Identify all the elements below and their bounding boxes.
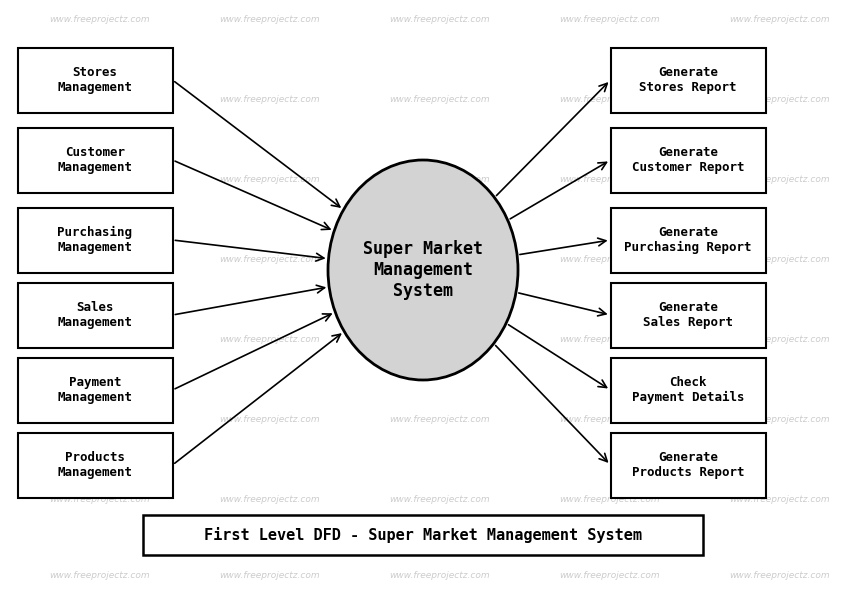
Text: www.freeprojectz.com: www.freeprojectz.com (390, 496, 491, 505)
Text: www.freeprojectz.com: www.freeprojectz.com (50, 496, 151, 505)
Text: www.freeprojectz.com: www.freeprojectz.com (560, 95, 661, 104)
Text: www.freeprojectz.com: www.freeprojectz.com (220, 416, 321, 425)
Text: www.freeprojectz.com: www.freeprojectz.com (50, 176, 151, 184)
FancyBboxPatch shape (18, 47, 173, 113)
Text: Generate
Customer Report: Generate Customer Report (632, 146, 744, 174)
Text: www.freeprojectz.com: www.freeprojectz.com (730, 95, 830, 104)
Text: www.freeprojectz.com: www.freeprojectz.com (560, 570, 661, 579)
Text: www.freeprojectz.com: www.freeprojectz.com (560, 336, 661, 345)
FancyBboxPatch shape (18, 432, 173, 498)
Text: Sales
Management: Sales Management (58, 301, 133, 329)
FancyBboxPatch shape (18, 282, 173, 347)
Text: Stores
Management: Stores Management (58, 66, 133, 94)
Text: Purchasing
Management: Purchasing Management (58, 226, 133, 254)
Text: www.freeprojectz.com: www.freeprojectz.com (390, 570, 491, 579)
Text: www.freeprojectz.com: www.freeprojectz.com (560, 256, 661, 264)
Text: www.freeprojectz.com: www.freeprojectz.com (390, 15, 491, 24)
Text: www.freeprojectz.com: www.freeprojectz.com (50, 95, 151, 104)
Text: www.freeprojectz.com: www.freeprojectz.com (730, 336, 830, 345)
Text: First Level DFD - Super Market Management System: First Level DFD - Super Market Managemen… (204, 527, 642, 543)
Text: www.freeprojectz.com: www.freeprojectz.com (730, 570, 830, 579)
Text: www.freeprojectz.com: www.freeprojectz.com (730, 176, 830, 184)
FancyBboxPatch shape (611, 127, 766, 193)
Text: www.freeprojectz.com: www.freeprojectz.com (220, 256, 321, 264)
Text: www.freeprojectz.com: www.freeprojectz.com (50, 570, 151, 579)
Text: www.freeprojectz.com: www.freeprojectz.com (220, 570, 321, 579)
FancyBboxPatch shape (611, 432, 766, 498)
Text: www.freeprojectz.com: www.freeprojectz.com (220, 95, 321, 104)
Text: www.freeprojectz.com: www.freeprojectz.com (390, 336, 491, 345)
Text: www.freeprojectz.com: www.freeprojectz.com (560, 15, 661, 24)
Text: www.freeprojectz.com: www.freeprojectz.com (50, 15, 151, 24)
Text: Super Market
Management
System: Super Market Management System (363, 240, 483, 300)
Text: www.freeprojectz.com: www.freeprojectz.com (220, 336, 321, 345)
Text: www.freeprojectz.com: www.freeprojectz.com (730, 416, 830, 425)
FancyBboxPatch shape (18, 358, 173, 422)
FancyBboxPatch shape (143, 515, 703, 555)
Text: www.freeprojectz.com: www.freeprojectz.com (390, 416, 491, 425)
Text: Payment
Management: Payment Management (58, 376, 133, 404)
Text: www.freeprojectz.com: www.freeprojectz.com (730, 496, 830, 505)
Text: www.freeprojectz.com: www.freeprojectz.com (50, 416, 151, 425)
Text: Generate
Products Report: Generate Products Report (632, 451, 744, 479)
Text: www.freeprojectz.com: www.freeprojectz.com (390, 176, 491, 184)
Text: www.freeprojectz.com: www.freeprojectz.com (730, 256, 830, 264)
Text: www.freeprojectz.com: www.freeprojectz.com (50, 256, 151, 264)
Text: Generate
Stores Report: Generate Stores Report (640, 66, 737, 94)
FancyBboxPatch shape (611, 47, 766, 113)
Text: Generate
Sales Report: Generate Sales Report (643, 301, 733, 329)
Text: Products
Management: Products Management (58, 451, 133, 479)
Text: www.freeprojectz.com: www.freeprojectz.com (220, 15, 321, 24)
Text: www.freeprojectz.com: www.freeprojectz.com (50, 336, 151, 345)
Text: www.freeprojectz.com: www.freeprojectz.com (560, 496, 661, 505)
Text: Customer
Management: Customer Management (58, 146, 133, 174)
Text: www.freeprojectz.com: www.freeprojectz.com (730, 15, 830, 24)
Text: www.freeprojectz.com: www.freeprojectz.com (220, 176, 321, 184)
FancyBboxPatch shape (18, 127, 173, 193)
Ellipse shape (328, 160, 518, 380)
FancyBboxPatch shape (611, 208, 766, 273)
Text: www.freeprojectz.com: www.freeprojectz.com (390, 256, 491, 264)
FancyBboxPatch shape (18, 208, 173, 273)
FancyBboxPatch shape (611, 282, 766, 347)
Text: www.freeprojectz.com: www.freeprojectz.com (390, 95, 491, 104)
FancyBboxPatch shape (611, 358, 766, 422)
Text: www.freeprojectz.com: www.freeprojectz.com (560, 416, 661, 425)
Text: www.freeprojectz.com: www.freeprojectz.com (220, 496, 321, 505)
Text: www.freeprojectz.com: www.freeprojectz.com (560, 176, 661, 184)
Text: Check
Payment Details: Check Payment Details (632, 376, 744, 404)
Text: Generate
Purchasing Report: Generate Purchasing Report (624, 226, 752, 254)
